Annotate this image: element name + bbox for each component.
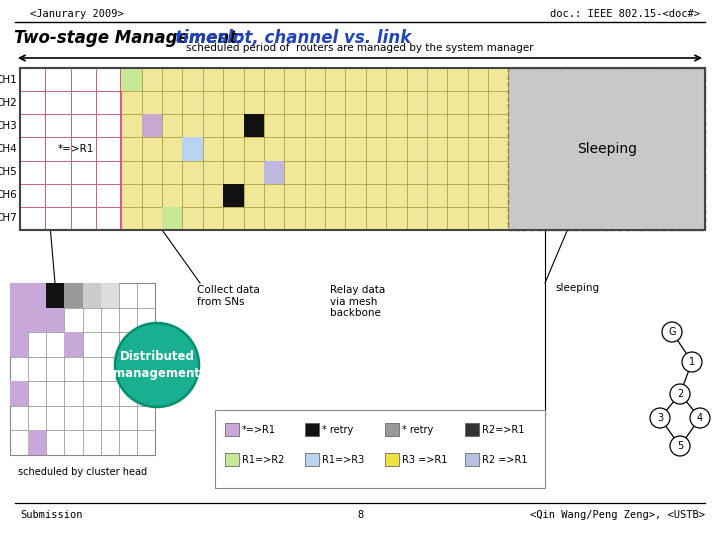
Text: CH4: CH4 [0, 144, 17, 154]
Bar [20, 68, 122, 230]
Bar [20, 68, 705, 230]
Text: * retry: * retry [402, 425, 433, 435]
Bar [28, 283, 46, 308]
Bar [46, 308, 64, 332]
Text: R1=>R3: R1=>R3 [322, 455, 364, 465]
Text: 4: 4 [697, 413, 703, 423]
Bar [10, 283, 155, 455]
Circle shape [682, 352, 702, 372]
Text: R3 =>R1: R3 =>R1 [402, 455, 447, 465]
Text: doc.: IEEE 802.15-<doc#>: doc.: IEEE 802.15-<doc#> [550, 9, 700, 19]
Text: Sleeping: Sleeping [577, 142, 636, 156]
Text: Distributed
management: Distributed management [114, 350, 200, 380]
Text: Two-stage Management:: Two-stage Management: [14, 29, 250, 47]
Text: <Janurary 2009>: <Janurary 2009> [30, 9, 124, 19]
Bar [225, 453, 239, 466]
Bar [162, 207, 182, 230]
Bar [101, 283, 119, 308]
Bar [28, 308, 46, 332]
Text: G: G [668, 327, 676, 337]
Bar [46, 283, 64, 308]
Bar [508, 68, 705, 230]
Text: R2 =>R1: R2 =>R1 [482, 455, 528, 465]
Circle shape [670, 436, 690, 456]
Bar [10, 283, 28, 308]
Text: timeslot, channel vs. link: timeslot, channel vs. link [175, 29, 411, 47]
Bar [305, 423, 319, 436]
Text: 8: 8 [357, 510, 363, 520]
Text: 1: 1 [689, 357, 695, 367]
Text: scheduled by cluster head: scheduled by cluster head [18, 467, 147, 477]
Bar [64, 332, 83, 357]
Bar [243, 114, 264, 137]
Text: CH1: CH1 [0, 75, 17, 85]
Bar [305, 453, 319, 466]
Text: R1=>R2: R1=>R2 [242, 455, 284, 465]
Text: Submission: Submission [20, 510, 83, 520]
Text: 3: 3 [657, 413, 663, 423]
Bar [10, 381, 28, 406]
Circle shape [650, 408, 670, 428]
Bar [122, 68, 508, 230]
Bar [385, 423, 399, 436]
Bar [83, 283, 101, 308]
Text: CH7: CH7 [0, 213, 17, 224]
Text: 2: 2 [677, 389, 683, 399]
Bar [122, 68, 142, 91]
Text: Collect data
from SNs: Collect data from SNs [197, 285, 260, 307]
Text: CH5: CH5 [0, 167, 17, 177]
Text: CH6: CH6 [0, 190, 17, 200]
Text: <Qin Wang/Peng Zeng>, <USTB>: <Qin Wang/Peng Zeng>, <USTB> [530, 510, 705, 520]
Text: 5: 5 [677, 441, 683, 451]
Bar [225, 423, 239, 436]
Circle shape [690, 408, 710, 428]
Bar [465, 453, 479, 466]
Bar [182, 137, 203, 160]
Circle shape [662, 322, 682, 342]
Bar [64, 283, 83, 308]
Text: * retry: * retry [322, 425, 354, 435]
Text: CH3: CH3 [0, 121, 17, 131]
Bar [223, 184, 243, 207]
Bar [385, 453, 399, 466]
Bar [142, 114, 162, 137]
Bar [10, 308, 28, 332]
Bar [215, 410, 545, 488]
Bar [264, 160, 284, 184]
Text: CH2: CH2 [0, 98, 17, 107]
Text: *=>R1: *=>R1 [58, 144, 94, 154]
Bar [10, 332, 28, 357]
Text: R2=>R1: R2=>R1 [482, 425, 524, 435]
Circle shape [670, 384, 690, 404]
Bar [28, 430, 46, 455]
Text: *=>R1: *=>R1 [242, 425, 276, 435]
Circle shape [115, 323, 199, 407]
Text: sleeping: sleeping [555, 283, 599, 293]
Text: Relay data
via mesh
backbone: Relay data via mesh backbone [330, 285, 385, 318]
Bar [465, 423, 479, 436]
Text: scheduled period of  routers are managed by the system manager: scheduled period of routers are managed … [186, 43, 534, 53]
